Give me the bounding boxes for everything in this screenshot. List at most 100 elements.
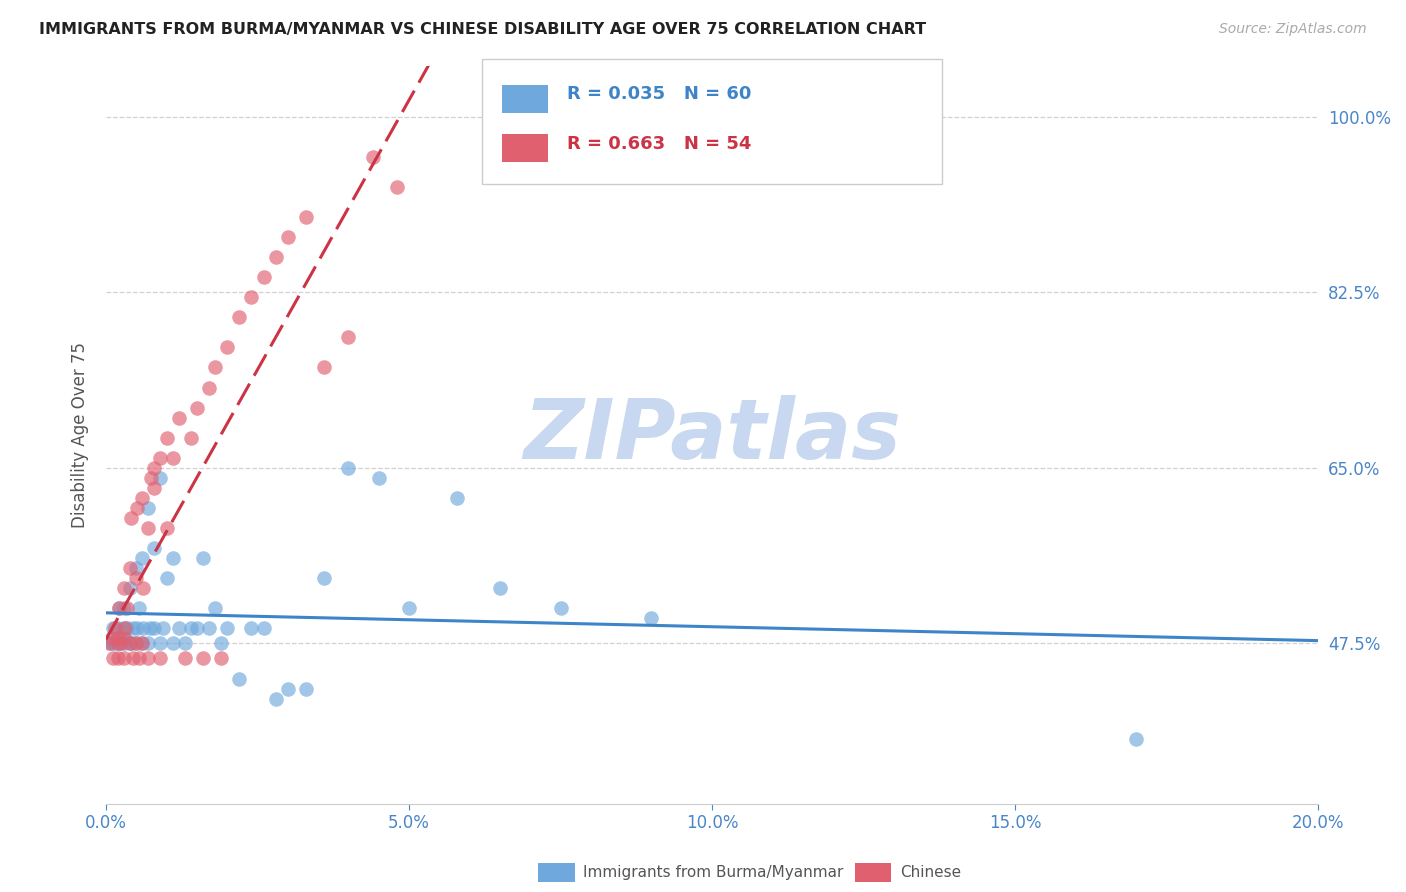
Point bbox=[107, 636, 129, 650]
Point bbox=[143, 460, 166, 475]
Text: R = 0.663   N = 54: R = 0.663 N = 54 bbox=[567, 135, 751, 153]
Point bbox=[264, 691, 287, 706]
Point bbox=[173, 636, 195, 650]
Point bbox=[131, 636, 153, 650]
Point bbox=[101, 621, 124, 635]
Point bbox=[152, 621, 174, 635]
Point bbox=[398, 601, 420, 615]
Point bbox=[180, 621, 202, 635]
Point bbox=[131, 636, 153, 650]
Point bbox=[138, 621, 160, 635]
Point bbox=[640, 611, 662, 625]
Point bbox=[110, 636, 132, 650]
Point bbox=[446, 491, 468, 505]
Text: Chinese: Chinese bbox=[900, 865, 960, 880]
Point bbox=[385, 180, 408, 194]
Point bbox=[277, 230, 299, 244]
Point bbox=[198, 621, 221, 635]
Point bbox=[149, 651, 172, 665]
Point bbox=[209, 651, 232, 665]
Y-axis label: Disability Age Over 75: Disability Age Over 75 bbox=[72, 343, 89, 528]
Point bbox=[120, 511, 142, 525]
Point bbox=[149, 450, 172, 465]
Text: IMMIGRANTS FROM BURMA/MYANMAR VS CHINESE DISABILITY AGE OVER 75 CORRELATION CHAR: IMMIGRANTS FROM BURMA/MYANMAR VS CHINESE… bbox=[39, 22, 927, 37]
Point bbox=[101, 636, 124, 650]
Point bbox=[204, 360, 226, 375]
Text: Source: ZipAtlas.com: Source: ZipAtlas.com bbox=[1219, 22, 1367, 37]
Point bbox=[149, 636, 172, 650]
Point bbox=[122, 651, 145, 665]
Point bbox=[143, 481, 166, 495]
Point bbox=[204, 601, 226, 615]
Point bbox=[127, 500, 149, 515]
Point bbox=[155, 521, 177, 535]
Point bbox=[295, 681, 318, 696]
Point bbox=[125, 571, 148, 585]
Point bbox=[138, 651, 160, 665]
Point bbox=[115, 601, 138, 615]
Point bbox=[314, 571, 336, 585]
Point bbox=[162, 551, 184, 566]
Point bbox=[122, 621, 145, 635]
Point bbox=[127, 621, 149, 635]
Point bbox=[120, 561, 142, 575]
Point bbox=[337, 330, 360, 344]
Point bbox=[107, 632, 129, 646]
Point bbox=[101, 651, 124, 665]
Point bbox=[112, 651, 135, 665]
Point bbox=[252, 270, 274, 285]
Point bbox=[143, 541, 166, 555]
FancyBboxPatch shape bbox=[482, 59, 942, 185]
Point bbox=[228, 310, 250, 325]
Point bbox=[1125, 731, 1147, 746]
Point bbox=[125, 561, 148, 575]
Point bbox=[112, 632, 135, 646]
Point bbox=[162, 636, 184, 650]
Point bbox=[115, 621, 138, 635]
Point bbox=[107, 651, 129, 665]
Point bbox=[138, 636, 160, 650]
Point bbox=[108, 601, 131, 615]
Point bbox=[120, 636, 142, 650]
Point bbox=[367, 471, 389, 485]
Point bbox=[120, 581, 142, 595]
Point bbox=[162, 450, 184, 465]
Point bbox=[112, 581, 135, 595]
Point bbox=[131, 491, 153, 505]
Point bbox=[131, 551, 153, 566]
Point bbox=[101, 632, 124, 646]
Point bbox=[120, 636, 142, 650]
Point bbox=[107, 636, 129, 650]
Text: ZIPatlas: ZIPatlas bbox=[523, 395, 901, 475]
Text: R = 0.035   N = 60: R = 0.035 N = 60 bbox=[567, 85, 751, 103]
Point bbox=[149, 471, 172, 485]
Point bbox=[138, 500, 160, 515]
Point bbox=[107, 621, 129, 635]
Point bbox=[114, 621, 136, 635]
Point bbox=[191, 551, 214, 566]
Point bbox=[104, 636, 127, 650]
Point bbox=[138, 521, 160, 535]
Point bbox=[198, 380, 221, 394]
Point bbox=[110, 636, 132, 650]
Point bbox=[186, 401, 208, 415]
Point bbox=[155, 431, 177, 445]
Point bbox=[114, 636, 136, 650]
Point bbox=[550, 601, 572, 615]
Point bbox=[217, 621, 239, 635]
Point bbox=[191, 651, 214, 665]
Point bbox=[277, 681, 299, 696]
Point bbox=[141, 471, 163, 485]
Point bbox=[100, 636, 122, 650]
Point bbox=[240, 621, 263, 635]
Point bbox=[120, 636, 142, 650]
Point bbox=[125, 636, 148, 650]
Point bbox=[180, 431, 202, 445]
Point bbox=[167, 621, 190, 635]
Point bbox=[132, 621, 155, 635]
Point bbox=[105, 632, 128, 646]
Point bbox=[128, 601, 150, 615]
Point bbox=[217, 340, 239, 354]
Point bbox=[104, 621, 127, 635]
Point bbox=[143, 621, 166, 635]
